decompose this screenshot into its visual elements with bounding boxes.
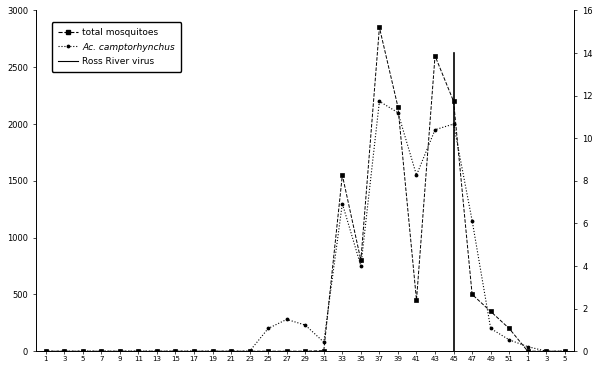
Ac. camptorhynchus: [283, 317, 290, 322]
total mosquitoes: [98, 349, 105, 354]
Ac. camptorhynchus: [506, 338, 513, 342]
total mosquitoes: [376, 25, 383, 30]
total mosquitoes: [357, 258, 364, 262]
Ac. camptorhynchus: [431, 128, 439, 132]
total mosquitoes: [431, 54, 439, 58]
total mosquitoes: [265, 349, 272, 354]
total mosquitoes: [339, 173, 346, 177]
Ac. camptorhynchus: [246, 349, 253, 354]
total mosquitoes: [227, 349, 235, 354]
Ac. camptorhynchus: [487, 326, 494, 331]
total mosquitoes: [116, 349, 124, 354]
Ac. camptorhynchus: [394, 110, 401, 115]
Ac. camptorhynchus: [98, 349, 105, 354]
Line: total mosquitoes: total mosquitoes: [44, 25, 567, 353]
Ac. camptorhynchus: [561, 349, 568, 354]
Ac. camptorhynchus: [116, 349, 124, 354]
Ac. camptorhynchus: [154, 349, 161, 354]
total mosquitoes: [487, 309, 494, 314]
Ac. camptorhynchus: [135, 349, 142, 354]
total mosquitoes: [172, 349, 179, 354]
Ac. camptorhynchus: [357, 264, 364, 268]
total mosquitoes: [283, 349, 290, 354]
Ac. camptorhynchus: [542, 349, 550, 354]
total mosquitoes: [135, 349, 142, 354]
total mosquitoes: [413, 298, 420, 302]
Ac. camptorhynchus: [524, 344, 532, 349]
Ac. camptorhynchus: [265, 326, 272, 331]
Ac. camptorhynchus: [190, 349, 197, 354]
Ac. camptorhynchus: [339, 201, 346, 206]
Ac. camptorhynchus: [209, 349, 216, 354]
total mosquitoes: [190, 349, 197, 354]
Ac. camptorhynchus: [450, 122, 457, 126]
total mosquitoes: [561, 349, 568, 354]
total mosquitoes: [469, 292, 476, 297]
total mosquitoes: [246, 349, 253, 354]
Ac. camptorhynchus: [320, 340, 328, 344]
Ac. camptorhynchus: [376, 99, 383, 104]
Ac. camptorhynchus: [302, 323, 309, 327]
Ac. camptorhynchus: [79, 349, 86, 354]
total mosquitoes: [42, 349, 49, 354]
total mosquitoes: [450, 99, 457, 104]
total mosquitoes: [209, 349, 216, 354]
Ac. camptorhynchus: [227, 349, 235, 354]
Line: Ac. camptorhynchus: Ac. camptorhynchus: [43, 99, 567, 354]
total mosquitoes: [542, 349, 550, 354]
total mosquitoes: [394, 105, 401, 109]
Ac. camptorhynchus: [61, 349, 68, 354]
Ac. camptorhynchus: [469, 218, 476, 223]
Legend: total mosquitoes, Ac. camptorhynchus, Ross River virus: total mosquitoes, Ac. camptorhynchus, Ro…: [52, 22, 181, 72]
Ac. camptorhynchus: [172, 349, 179, 354]
total mosquitoes: [320, 348, 328, 353]
total mosquitoes: [61, 349, 68, 354]
total mosquitoes: [302, 349, 309, 354]
total mosquitoes: [79, 349, 86, 354]
Ac. camptorhynchus: [42, 349, 49, 354]
total mosquitoes: [506, 326, 513, 331]
total mosquitoes: [154, 349, 161, 354]
Ac. camptorhynchus: [413, 173, 420, 177]
total mosquitoes: [524, 349, 532, 354]
